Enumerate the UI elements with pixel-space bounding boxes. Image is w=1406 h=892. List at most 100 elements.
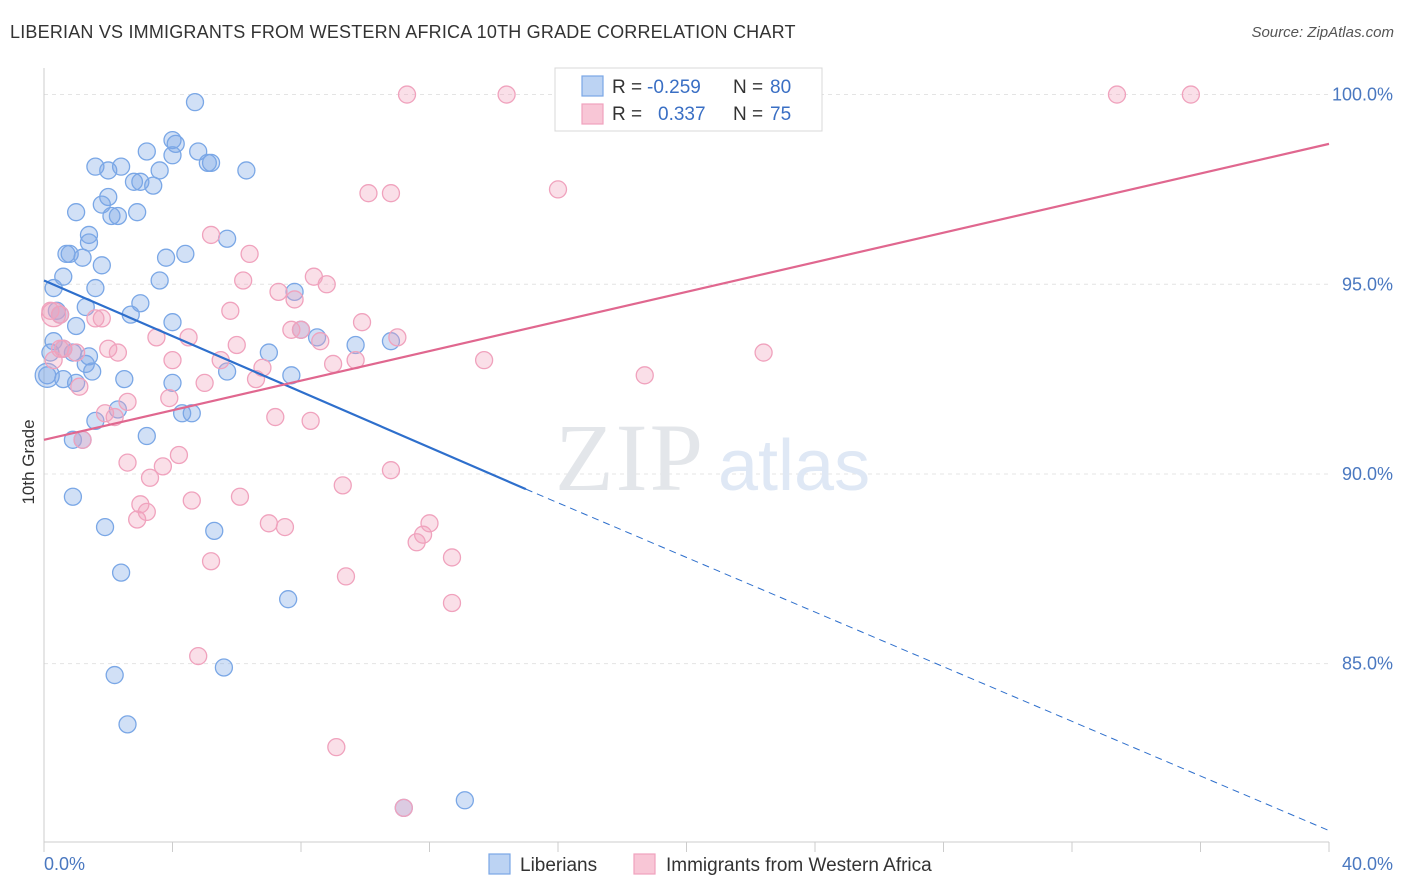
point-liberians-67 xyxy=(63,430,83,449)
point-immigrants-48 xyxy=(105,407,124,427)
point-immigrants-68 xyxy=(442,548,462,567)
point-liberians-18 xyxy=(66,203,86,222)
point-immigrants-62 xyxy=(128,510,147,529)
point-immigrants-67 xyxy=(407,533,426,552)
legend-swatch-immigrants xyxy=(633,853,656,875)
watermark-atlas: atlas xyxy=(718,426,870,506)
point-immigrants-43 xyxy=(195,373,214,393)
point-liberians-52 xyxy=(259,343,279,362)
point-immigrants-63 xyxy=(259,514,279,533)
point-liberians-30 xyxy=(92,256,111,275)
y-tick-label-1: 90.0% xyxy=(1342,464,1393,484)
point-liberians-42 xyxy=(66,316,86,336)
grid-lines xyxy=(44,94,1329,665)
y-tick-label-2: 95.0% xyxy=(1342,274,1393,294)
stats-legend: R = -0.259 N = 80 R = 0.337 N = 75 xyxy=(554,67,823,132)
stats-r-label-liberians: R = xyxy=(612,77,642,98)
point-immigrants-9 xyxy=(240,244,259,264)
point-liberians-20 xyxy=(108,206,128,226)
point-immigrants-69 xyxy=(201,552,221,571)
point-immigrants-61 xyxy=(137,502,156,522)
stats-r-value-liberians: -0.259 xyxy=(647,77,701,98)
point-immigrants-27 xyxy=(227,335,246,355)
point-liberians-9 xyxy=(150,161,169,180)
chart-title: LIBERIAN VS IMMIGRANTS FROM WESTERN AFRI… xyxy=(10,22,796,42)
point-liberians-19 xyxy=(102,206,121,226)
stats-n-value-liberians: 80 xyxy=(770,77,791,98)
point-liberians-23 xyxy=(79,233,99,252)
trend-line-liberians-extension xyxy=(525,488,1330,832)
point-liberians-22 xyxy=(79,225,99,245)
point-liberians-75 xyxy=(214,658,234,677)
point-immigrants-71 xyxy=(442,593,462,613)
point-liberians-69 xyxy=(63,487,83,506)
point-immigrants-35 xyxy=(163,350,182,370)
point-liberians-21 xyxy=(128,203,147,222)
watermark: ZIP atlas xyxy=(555,404,870,511)
point-liberians-5 xyxy=(163,146,182,165)
stats-n-value-immigrants: 75 xyxy=(770,104,791,125)
point-immigrants-20 xyxy=(352,313,372,332)
point-liberians-24 xyxy=(217,229,237,248)
point-liberians-71 xyxy=(205,521,224,541)
legend-swatch-liberians xyxy=(488,853,511,875)
point-immigrants-53 xyxy=(118,453,137,472)
point-liberians-76 xyxy=(118,715,137,734)
point-liberians-32 xyxy=(150,271,169,290)
point-immigrants-46 xyxy=(160,388,179,408)
y-axis-label: 10th Grade xyxy=(19,419,38,504)
point-immigrants-22 xyxy=(291,320,311,339)
point-liberians-55 xyxy=(83,362,102,381)
point-immigrants-39 xyxy=(754,343,773,362)
stats-legend-swatch-liberians xyxy=(581,75,604,97)
legend-label-immigrants: Immigrants from Western Africa xyxy=(666,855,932,876)
point-liberians-65 xyxy=(86,411,105,431)
point-immigrants-52 xyxy=(169,445,189,465)
point-immigrants-40 xyxy=(635,366,654,385)
point-immigrants-23 xyxy=(311,332,330,351)
point-immigrants-51 xyxy=(73,430,92,449)
legend-label-liberians: Liberians xyxy=(520,855,597,876)
point-liberians-4 xyxy=(137,142,156,161)
trend-line-immigrants xyxy=(43,142,1330,441)
point-immigrants-3 xyxy=(1107,85,1127,104)
point-immigrants-12 xyxy=(317,275,336,294)
point-immigrants-7 xyxy=(548,180,568,199)
point-immigrants-24 xyxy=(388,328,407,347)
point-liberians-72 xyxy=(111,563,131,582)
point-immigrants-30 xyxy=(99,339,118,358)
point-liberians-cluster xyxy=(34,362,60,388)
series-immigrants-points xyxy=(40,85,1201,818)
point-liberians-77 xyxy=(455,791,474,810)
point-immigrants-33 xyxy=(66,343,86,362)
point-liberians-70 xyxy=(95,517,115,537)
point-immigrants-44 xyxy=(70,377,89,396)
point-immigrants-58 xyxy=(230,487,250,506)
point-immigrants-74 xyxy=(394,798,413,818)
point-immigrants-6 xyxy=(381,184,401,203)
point-liberians-28 xyxy=(156,248,176,267)
point-immigrants-50 xyxy=(301,411,320,431)
point-immigrants-0 xyxy=(397,85,417,104)
point-immigrants-55 xyxy=(381,461,401,480)
point-liberians-27 xyxy=(73,248,92,267)
point-immigrants-37 xyxy=(323,354,343,374)
point-immigrants-31 xyxy=(108,343,128,362)
point-immigrants-cluster xyxy=(40,301,67,328)
point-immigrants-60 xyxy=(131,495,150,514)
point-immigrants-65 xyxy=(420,514,439,533)
x-tick-label-1: 40.0% xyxy=(1342,854,1393,874)
point-immigrants-13 xyxy=(269,282,288,302)
x-tick-label-0: 0.0% xyxy=(44,854,85,874)
series-liberians-points xyxy=(34,92,474,818)
point-liberians-74 xyxy=(105,665,124,685)
point-liberians-29 xyxy=(176,244,195,264)
point-liberians-34 xyxy=(86,278,105,298)
stats-n-label-immigrants: N = xyxy=(733,104,763,125)
point-immigrants-66 xyxy=(413,525,433,544)
stats-n-label-liberians: N = xyxy=(733,77,763,98)
point-liberians-16 xyxy=(99,187,118,207)
point-immigrants-72 xyxy=(189,646,208,666)
point-liberians-66 xyxy=(137,426,156,446)
